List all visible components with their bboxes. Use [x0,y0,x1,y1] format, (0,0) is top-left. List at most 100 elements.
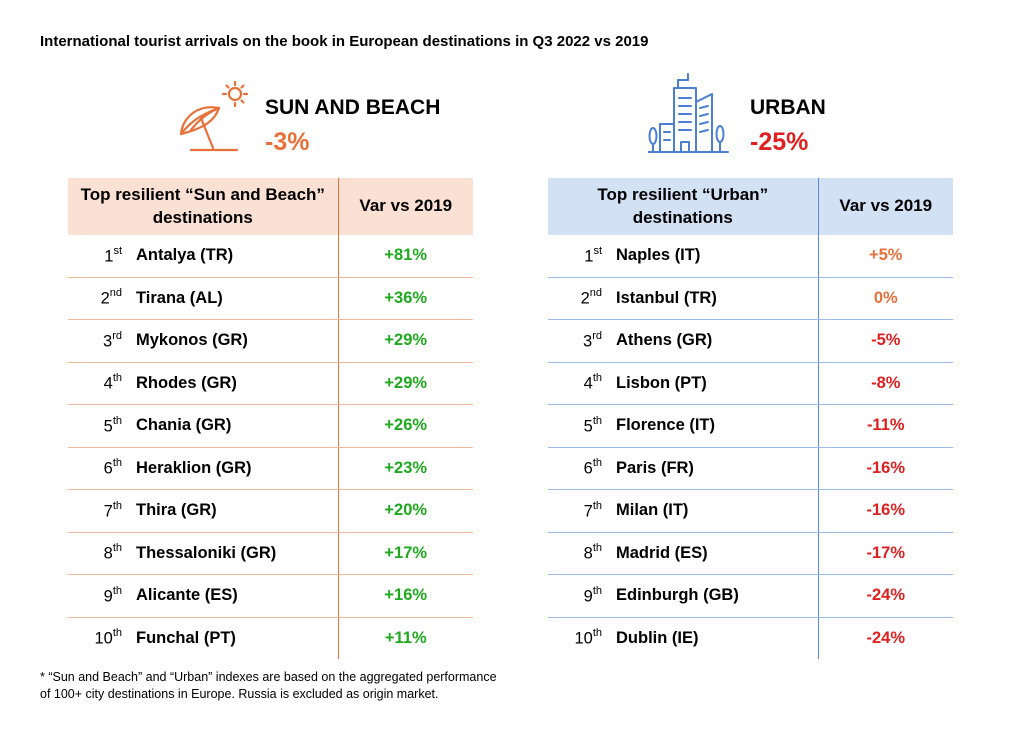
urban-header: URBAN -25% [648,72,908,160]
rank-label: 7th [548,489,616,533]
destination-name: Rhodes (GR) [136,362,339,405]
variance-value: +36% [338,277,473,320]
rank-label: 4th [548,362,616,405]
rank-suffix: rd [112,329,122,342]
rank-suffix: th [112,457,122,469]
destination-name: Edinburgh (GB) [616,574,819,618]
segment-name-sun-beach: SUN AND BEACH [265,96,441,119]
variance-value: +5% [818,235,953,278]
page-title: International tourist arrivals on the bo… [40,33,649,50]
variance-value: +20% [338,489,473,533]
rank-label: 3rd [548,319,616,363]
rank-suffix: th [112,627,122,639]
variance-value: +26% [338,404,473,448]
table-row: 4th Rhodes (GR) +29% [68,362,473,405]
rank-suffix: th [592,499,602,512]
column-header-variance: Var vs 2019 [818,178,953,235]
variance-value: -16% [818,447,953,490]
variance-value: +16% [338,574,473,618]
rank-label: 3rd [68,319,136,363]
column-header-destinations: Top resilient “Sun and Beach” destinatio… [68,178,339,235]
table-row: 6th Paris (FR) -16% [548,447,953,490]
rank-number: 2 [100,289,110,308]
table-row: 2nd Istanbul (TR) 0% [548,277,953,320]
rank-label: 9th [68,574,136,618]
rank-label: 4th [68,362,136,405]
rank-suffix: th [592,627,602,639]
rank-number: 5 [103,417,113,435]
rank-suffix: st [113,244,122,257]
destination-name: Antalya (TR) [136,235,339,278]
destination-name: Florence (IT) [616,404,819,448]
rank-label: 6th [68,447,136,490]
rank-number: 1 [584,247,594,265]
rank-number: 1 [104,247,114,265]
destination-name: Thira (GR) [136,489,339,533]
destination-name: Alicante (ES) [136,574,339,618]
destination-name: Madrid (ES) [616,532,819,575]
rank-number: 2 [580,289,590,308]
variance-value: +29% [338,319,473,363]
rank-number: 9 [583,587,593,605]
table-row: 5th Florence (IT) -11% [548,404,953,448]
rank-label: 8th [548,532,616,575]
table-row: 8th Madrid (ES) -17% [548,532,953,575]
rank-suffix: th [592,584,602,597]
destination-name: Funchal (PT) [136,617,339,659]
column-header-destinations: Top resilient “Urban” destinations [548,178,819,235]
variance-value: -17% [818,532,953,575]
city-buildings-icon [648,73,729,153]
destination-name: Chania (GR) [136,404,339,448]
destination-name: Paris (FR) [616,447,819,490]
column-header-variance: Var vs 2019 [338,178,473,235]
rank-number: 5 [583,417,593,435]
variance-value: +17% [338,532,473,575]
rank-suffix: st [593,244,602,257]
rank-number: 10 [94,629,113,648]
rank-label: 9th [548,574,616,618]
rank-label: 6th [548,447,616,490]
rank-number: 6 [103,459,113,478]
rank-number: 3 [103,332,113,350]
variance-value: +81% [338,235,473,278]
segment-change-sun-beach: -3% [265,128,310,156]
table-row: 5th Chania (GR) +26% [68,404,473,448]
rank-suffix: rd [592,329,602,342]
rank-label: 8th [68,532,136,575]
rank-suffix: nd [589,287,602,299]
sun-beach-rows: 1st Antalya (TR) +81% 2nd Tirana (AL) +36% 3rd… [68,235,473,659]
rank-number: 10 [574,629,593,648]
rank-number: 4 [103,374,113,393]
table-row: 3rd Athens (GR) -5% [548,319,953,363]
destination-name: Mykonos (GR) [136,319,339,363]
rank-label: 10th [548,617,616,659]
table-row: 6th Heraklion (GR) +23% [68,447,473,490]
destination-name: Thessaloniki (GR) [136,532,339,575]
rank-suffix: th [592,542,602,554]
variance-value: -8% [818,362,953,405]
variance-value: +29% [338,362,473,405]
rank-suffix: th [592,457,602,469]
destination-name: Dublin (IE) [616,617,819,659]
rank-number: 6 [583,459,593,478]
table-row: 7th Thira (GR) +20% [68,489,473,533]
table-row: 1st Naples (IT) +5% [548,235,953,278]
footnote-line: of 100+ city destinations in Europe. Rus… [40,686,439,701]
table-row: 10th Funchal (PT) +11% [68,617,473,659]
variance-value: -24% [818,574,953,618]
rank-label: 5th [548,404,616,448]
table-row: 1st Antalya (TR) +81% [68,235,473,278]
footnote: * “Sun and Beach” and “Urban” indexes ar… [40,669,497,703]
rank-label: 1st [68,235,136,278]
rank-suffix: nd [109,287,122,299]
sun-beach-table: Top resilient “Sun and Beach” destinatio… [68,178,473,659]
rank-suffix: th [112,372,122,384]
variance-value: -16% [818,489,953,533]
table-row: 2nd Tirana (AL) +36% [68,277,473,320]
table-row: 8th Thessaloniki (GR) +17% [68,532,473,575]
table-row: 7th Milan (IT) -16% [548,489,953,533]
table-row: 4th Lisbon (PT) -8% [548,362,953,405]
urban-rows: 1st Naples (IT) +5% 2nd Istanbul (TR) 0% 3rd At… [548,235,953,659]
variance-value: -5% [818,319,953,363]
rank-number: 8 [103,544,113,563]
